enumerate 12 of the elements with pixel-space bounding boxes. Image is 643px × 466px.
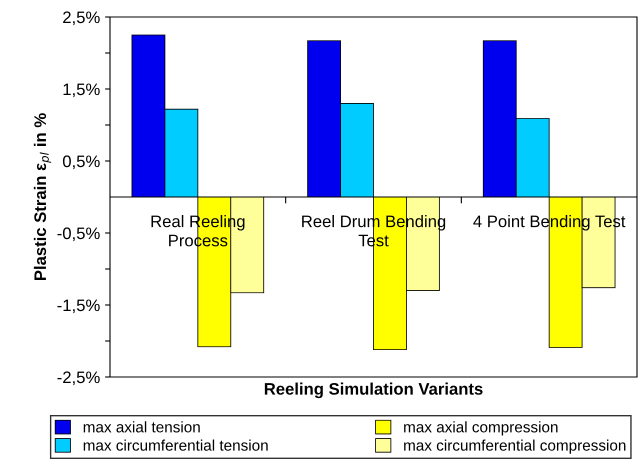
legend-label: max axial compression — [404, 421, 558, 436]
y-tick-label: 2,5% — [63, 11, 100, 26]
y-tick-label: -2,5% — [57, 371, 100, 386]
x-axis-title: Reeling Simulation Variants — [264, 382, 483, 398]
legend-label: max circumferential compression — [404, 440, 626, 454]
legend-label: max axial tension — [84, 421, 200, 432]
y-tick-label: 0,5% — [62, 155, 100, 170]
y-axis-title: Plastic Strain ε$_{pl}$ in % — [34, 113, 52, 280]
legend-label: max circumferential tension — [84, 440, 268, 451]
y-tick-label: -0,5% — [57, 227, 100, 242]
y-tick-label: 1,5% — [64, 83, 100, 98]
y-tick-label: -1,5% — [57, 299, 100, 314]
